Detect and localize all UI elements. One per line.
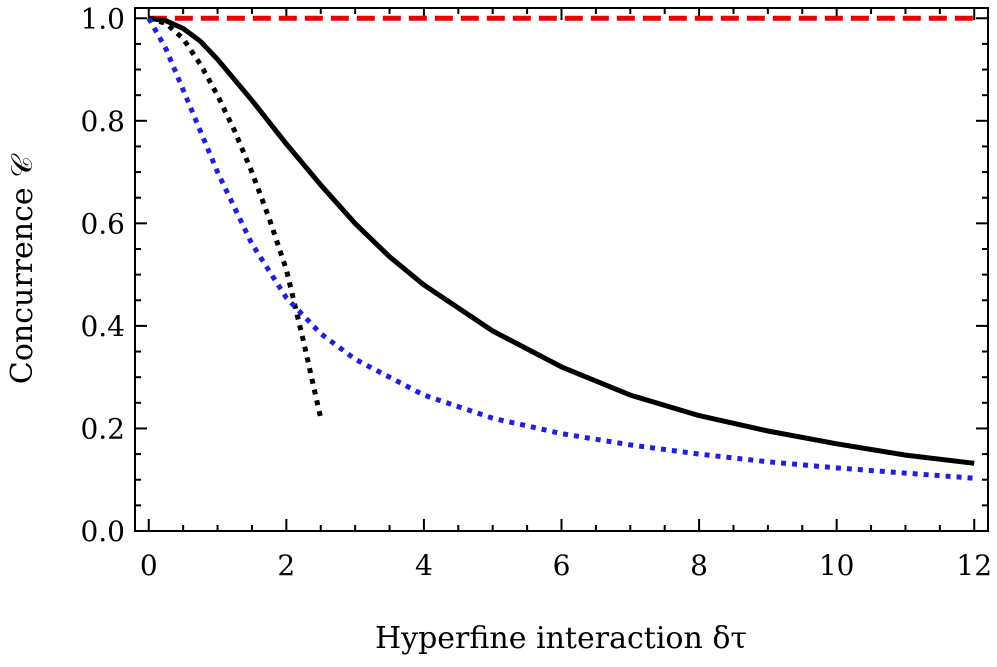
x-tick-label: 10 <box>819 549 855 582</box>
x-axis-label: Hyperfine interaction δτ <box>375 621 747 656</box>
blue-dotted-series <box>146 17 975 481</box>
y-tick-label: 0.6 <box>80 207 125 240</box>
x-tick-label: 8 <box>690 549 708 582</box>
x-tick-label: 12 <box>956 549 992 582</box>
x-tick-label: 4 <box>415 549 433 582</box>
x-tick-label: 0 <box>140 549 158 582</box>
y-tick-label: 0.2 <box>80 412 125 445</box>
tick-marks <box>135 8 988 532</box>
black-dotted-series <box>148 15 324 419</box>
plot-frame <box>134 7 989 532</box>
y-tick-label: 1.0 <box>80 2 125 35</box>
y-tick-label: 0.8 <box>80 105 125 138</box>
y-tick-label: 0.4 <box>80 310 125 343</box>
x-tick-label: 2 <box>277 549 295 582</box>
y-axis-label: Concurrence 𝒞 <box>5 153 40 384</box>
series-layer <box>146 15 975 481</box>
black-solid-series <box>148 15 975 466</box>
y-tick-label: 0.0 <box>80 515 125 548</box>
x-tick-label: 6 <box>553 549 571 582</box>
tick-labels: 0 2 4 6 8 10 12 0.0 0.2 0.4 0.6 0.8 1.0 <box>80 2 992 582</box>
